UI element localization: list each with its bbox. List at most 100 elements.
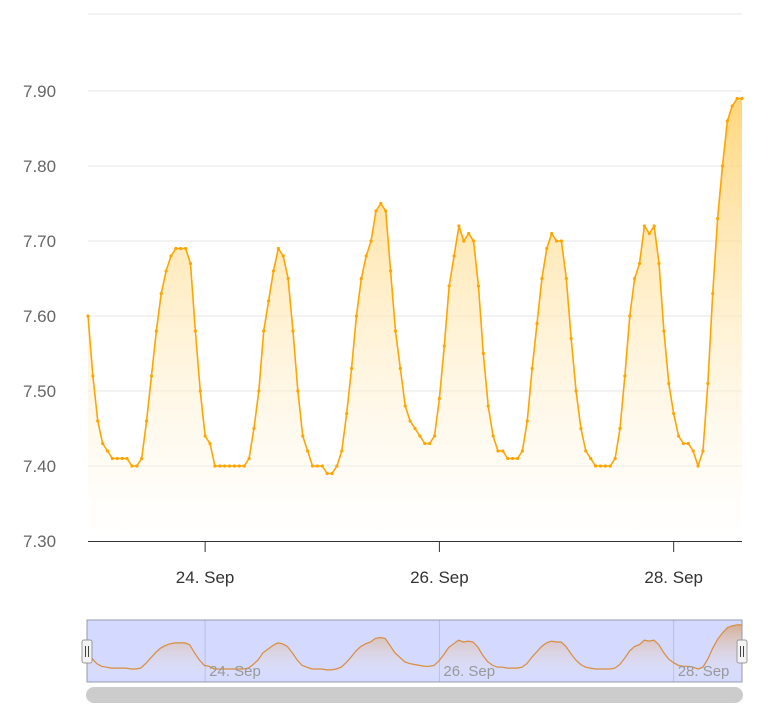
data-point bbox=[511, 456, 515, 461]
data-point bbox=[711, 291, 715, 296]
data-point bbox=[467, 231, 471, 236]
data-point bbox=[301, 434, 305, 438]
data-point bbox=[672, 411, 676, 416]
data-point bbox=[730, 104, 734, 108]
data-point bbox=[652, 224, 656, 228]
data-point bbox=[364, 254, 368, 258]
data-point bbox=[105, 449, 110, 453]
data-point bbox=[657, 261, 661, 266]
data-point bbox=[545, 246, 549, 251]
y-tick-label: 7.90 bbox=[23, 82, 56, 101]
area-layer bbox=[88, 98, 742, 541]
data-point bbox=[262, 329, 266, 333]
data-point bbox=[403, 404, 407, 408]
x-tick-label: 24. Sep bbox=[176, 568, 235, 587]
data-point bbox=[676, 434, 681, 438]
data-point bbox=[320, 464, 324, 468]
data-point bbox=[310, 464, 315, 468]
navigator-handle-left[interactable] bbox=[81, 639, 93, 664]
data-point bbox=[227, 464, 232, 468]
data-point bbox=[584, 449, 588, 453]
data-point bbox=[706, 381, 710, 386]
y-tick-label: 7.40 bbox=[23, 457, 56, 476]
handle-body bbox=[736, 639, 748, 664]
data-point bbox=[296, 389, 300, 393]
data-point bbox=[276, 246, 280, 251]
data-point bbox=[110, 456, 114, 461]
data-point bbox=[442, 344, 446, 348]
data-point bbox=[349, 366, 354, 371]
data-point bbox=[140, 456, 144, 461]
data-point bbox=[716, 216, 720, 221]
data-point bbox=[340, 449, 344, 453]
data-point bbox=[384, 209, 388, 213]
data-point bbox=[574, 389, 578, 393]
data-point bbox=[686, 441, 690, 446]
scrollbar-thumb[interactable] bbox=[86, 687, 743, 703]
data-point bbox=[418, 434, 422, 438]
data-point bbox=[628, 314, 632, 318]
data-point bbox=[144, 419, 149, 423]
data-point bbox=[550, 231, 554, 236]
data-point bbox=[164, 269, 168, 273]
data-point bbox=[96, 419, 100, 423]
series-area bbox=[88, 98, 742, 541]
data-point bbox=[598, 464, 603, 468]
x-tick-label: 26. Sep bbox=[410, 568, 469, 587]
data-point bbox=[589, 456, 593, 461]
data-point bbox=[271, 269, 276, 273]
data-point bbox=[559, 239, 564, 243]
data-point bbox=[437, 396, 441, 401]
data-point bbox=[681, 441, 686, 446]
data-point bbox=[506, 456, 510, 461]
data-point bbox=[642, 224, 646, 228]
navigator-tick-label: 28. Sep bbox=[678, 663, 730, 680]
data-point bbox=[623, 374, 627, 378]
x-tick-label: 28. Sep bbox=[644, 568, 703, 587]
data-point bbox=[281, 254, 285, 258]
data-point bbox=[720, 164, 725, 168]
navigator[interactable]: 24. Sep 26. Sep 28. Sep bbox=[81, 619, 748, 703]
data-point bbox=[252, 426, 256, 431]
navigator-handle-right[interactable] bbox=[736, 639, 748, 664]
data-point bbox=[149, 374, 154, 378]
navigator-tick-label: 24. Sep bbox=[209, 663, 261, 680]
data-point bbox=[130, 464, 134, 468]
data-point bbox=[520, 449, 524, 453]
data-point bbox=[393, 329, 398, 333]
data-point bbox=[701, 449, 705, 453]
data-point bbox=[593, 464, 598, 468]
data-point bbox=[135, 464, 139, 468]
data-point bbox=[125, 456, 129, 461]
data-point bbox=[633, 276, 637, 281]
data-point bbox=[569, 336, 573, 341]
data-point bbox=[535, 321, 539, 326]
data-point bbox=[218, 464, 222, 468]
y-tick-label: 7.70 bbox=[23, 232, 56, 251]
data-point bbox=[608, 464, 612, 468]
data-point bbox=[379, 201, 383, 206]
data-point bbox=[515, 456, 520, 461]
data-point bbox=[462, 239, 466, 243]
data-point bbox=[86, 314, 90, 318]
data-point bbox=[237, 464, 241, 468]
data-point bbox=[291, 329, 295, 333]
data-point bbox=[740, 96, 744, 101]
data-point bbox=[389, 269, 393, 273]
data-point bbox=[213, 464, 217, 468]
data-point bbox=[286, 276, 290, 281]
y-tick-label: 7.30 bbox=[23, 532, 56, 551]
data-point bbox=[120, 456, 124, 461]
data-point bbox=[496, 449, 500, 453]
data-point bbox=[198, 389, 202, 393]
data-point bbox=[662, 329, 666, 333]
data-point bbox=[735, 96, 739, 101]
handle-body bbox=[81, 639, 93, 664]
data-point bbox=[330, 471, 334, 476]
data-point bbox=[691, 449, 695, 453]
data-point bbox=[408, 419, 412, 423]
data-point bbox=[203, 434, 207, 438]
data-point bbox=[447, 284, 451, 288]
data-point bbox=[554, 239, 559, 243]
